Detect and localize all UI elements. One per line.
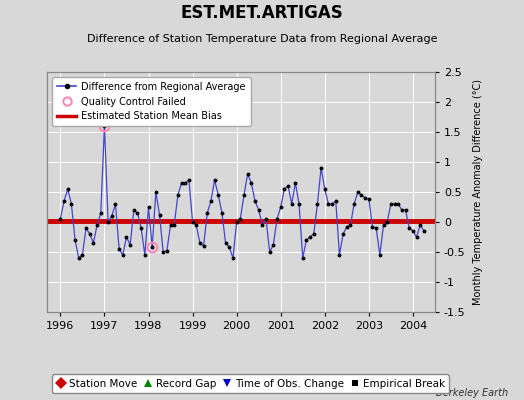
Text: EST.MET.ARTIGAS: EST.MET.ARTIGAS xyxy=(181,4,343,22)
Text: Difference of Station Temperature Data from Regional Average: Difference of Station Temperature Data f… xyxy=(87,34,437,44)
Legend: Difference from Regional Average, Quality Control Failed, Estimated Station Mean: Difference from Regional Average, Qualit… xyxy=(52,77,250,126)
Y-axis label: Monthly Temperature Anomaly Difference (°C): Monthly Temperature Anomaly Difference (… xyxy=(473,79,483,305)
Text: Berkeley Earth: Berkeley Earth xyxy=(436,388,508,398)
Legend: Station Move, Record Gap, Time of Obs. Change, Empirical Break: Station Move, Record Gap, Time of Obs. C… xyxy=(52,374,449,393)
